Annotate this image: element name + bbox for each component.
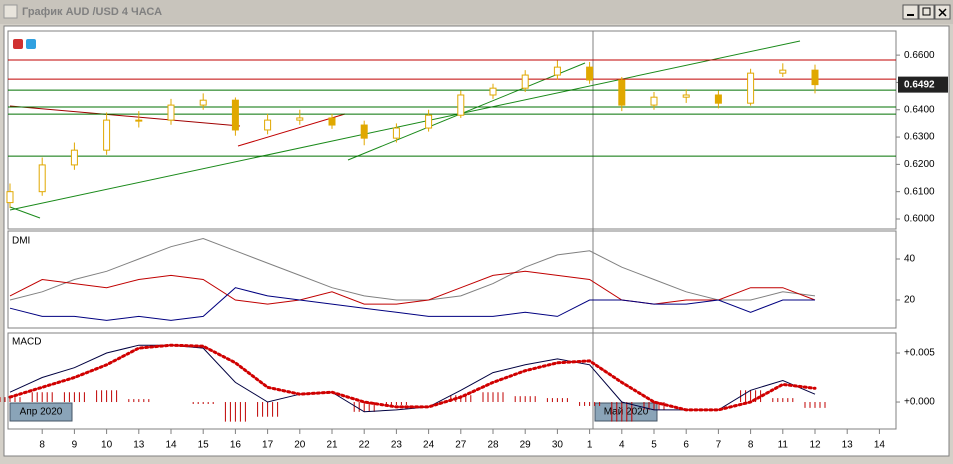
candle-body <box>199 99 207 106</box>
close-icon <box>938 8 947 17</box>
trend-line <box>237 113 346 147</box>
x-tick-label: 10 <box>101 440 113 451</box>
x-tick-label: 16 <box>230 440 242 451</box>
x-tick-label: 30 <box>552 440 564 451</box>
trend-line <box>9 40 801 211</box>
x-tick-label: 27 <box>455 440 467 451</box>
panel-label: MACD <box>12 337 41 348</box>
x-tick-label: 23 <box>391 440 403 451</box>
date-badge <box>9 402 73 422</box>
panel-label: DMI <box>12 236 30 247</box>
indicator-icon <box>26 39 36 49</box>
candle-body <box>521 74 529 89</box>
x-tick-label: 24 <box>423 440 435 451</box>
x-tick-label: 7 <box>716 440 722 451</box>
window-title: График AUD /USD 4 ЧАСА <box>22 6 162 18</box>
app-icon <box>3 4 18 19</box>
y-tick-label: 0.6400 <box>904 104 935 115</box>
candle-body <box>231 99 239 131</box>
indicator-line <box>9 270 816 305</box>
x-tick-label: 13 <box>842 440 854 451</box>
last-price-box <box>898 76 948 93</box>
dmi-panel <box>7 230 897 329</box>
candle-body <box>682 94 690 98</box>
y-tick-label: 40 <box>904 254 916 265</box>
y-tick-label: 20 <box>904 295 916 306</box>
candle-body <box>650 96 658 106</box>
candle-body <box>135 119 143 122</box>
x-tick-label: 1 <box>587 440 593 451</box>
candle-body <box>70 149 78 166</box>
y-tick-label: 0.6000 <box>904 214 935 225</box>
date-label: Май 2020 <box>604 407 649 418</box>
x-tick-label: 8 <box>748 440 754 451</box>
window-buttons <box>902 4 951 20</box>
macd-panel <box>7 332 897 430</box>
x-tick-label: 11 <box>778 440 789 451</box>
trend-line <box>9 206 41 219</box>
x-tick-label: 13 <box>133 440 145 451</box>
maximize-icon <box>922 7 931 16</box>
candle-body <box>747 72 755 104</box>
signal-line <box>8 343 817 412</box>
candle-body <box>360 124 368 139</box>
candle-body <box>328 117 336 126</box>
minimize-button[interactable] <box>902 4 919 20</box>
indicator-icon <box>13 39 23 49</box>
candle-body <box>6 191 14 204</box>
x-tick-label: 29 <box>520 440 532 451</box>
candle-body <box>38 164 46 193</box>
candle-body <box>167 104 175 121</box>
x-tick-label: 4 <box>619 440 625 451</box>
x-tick-label: 5 <box>651 440 657 451</box>
y-tick-label: +0.005 <box>904 348 935 359</box>
candle-body <box>489 87 497 96</box>
x-tick-label: 9 <box>72 440 78 451</box>
title-bar <box>0 0 953 24</box>
x-tick-label: 20 <box>294 440 306 451</box>
y-tick-label: 0.6200 <box>904 159 935 170</box>
x-tick-label: 14 <box>874 440 886 451</box>
candle-body <box>296 117 304 121</box>
x-tick-label: 17 <box>262 440 274 451</box>
x-tick-label: 14 <box>165 440 177 451</box>
y-tick-label: +0.000 <box>904 397 935 408</box>
y-tick-label: 0.6600 <box>904 50 935 61</box>
x-tick-label: 22 <box>359 440 371 451</box>
candle-body <box>811 69 819 86</box>
date-label: Апр 2020 <box>20 407 63 418</box>
candle-body <box>553 66 561 76</box>
candle-body <box>714 94 722 104</box>
candle-body <box>392 127 400 139</box>
maximize-button[interactable] <box>918 4 935 20</box>
x-tick-label: 12 <box>809 440 821 451</box>
x-tick-label: 28 <box>487 440 499 451</box>
candle-body <box>779 69 787 74</box>
candle-body <box>103 119 111 151</box>
x-tick-label: 6 <box>683 440 689 451</box>
indicator-line <box>9 287 815 321</box>
x-tick-label: 21 <box>326 440 338 451</box>
candle-body <box>457 94 465 116</box>
trend-line <box>9 105 241 127</box>
last-price-label: 0.6492 <box>904 79 935 90</box>
candle-body <box>425 114 433 129</box>
price-panel <box>7 30 897 230</box>
candle-body <box>586 66 594 81</box>
candle-body <box>618 79 626 106</box>
x-tick-label: 15 <box>198 440 210 451</box>
indicator-line <box>9 237 816 301</box>
y-tick-label: 0.6100 <box>904 186 935 197</box>
y-tick-label: 0.6300 <box>904 132 935 143</box>
x-tick-label: 8 <box>39 440 45 451</box>
candle-body <box>264 119 272 131</box>
